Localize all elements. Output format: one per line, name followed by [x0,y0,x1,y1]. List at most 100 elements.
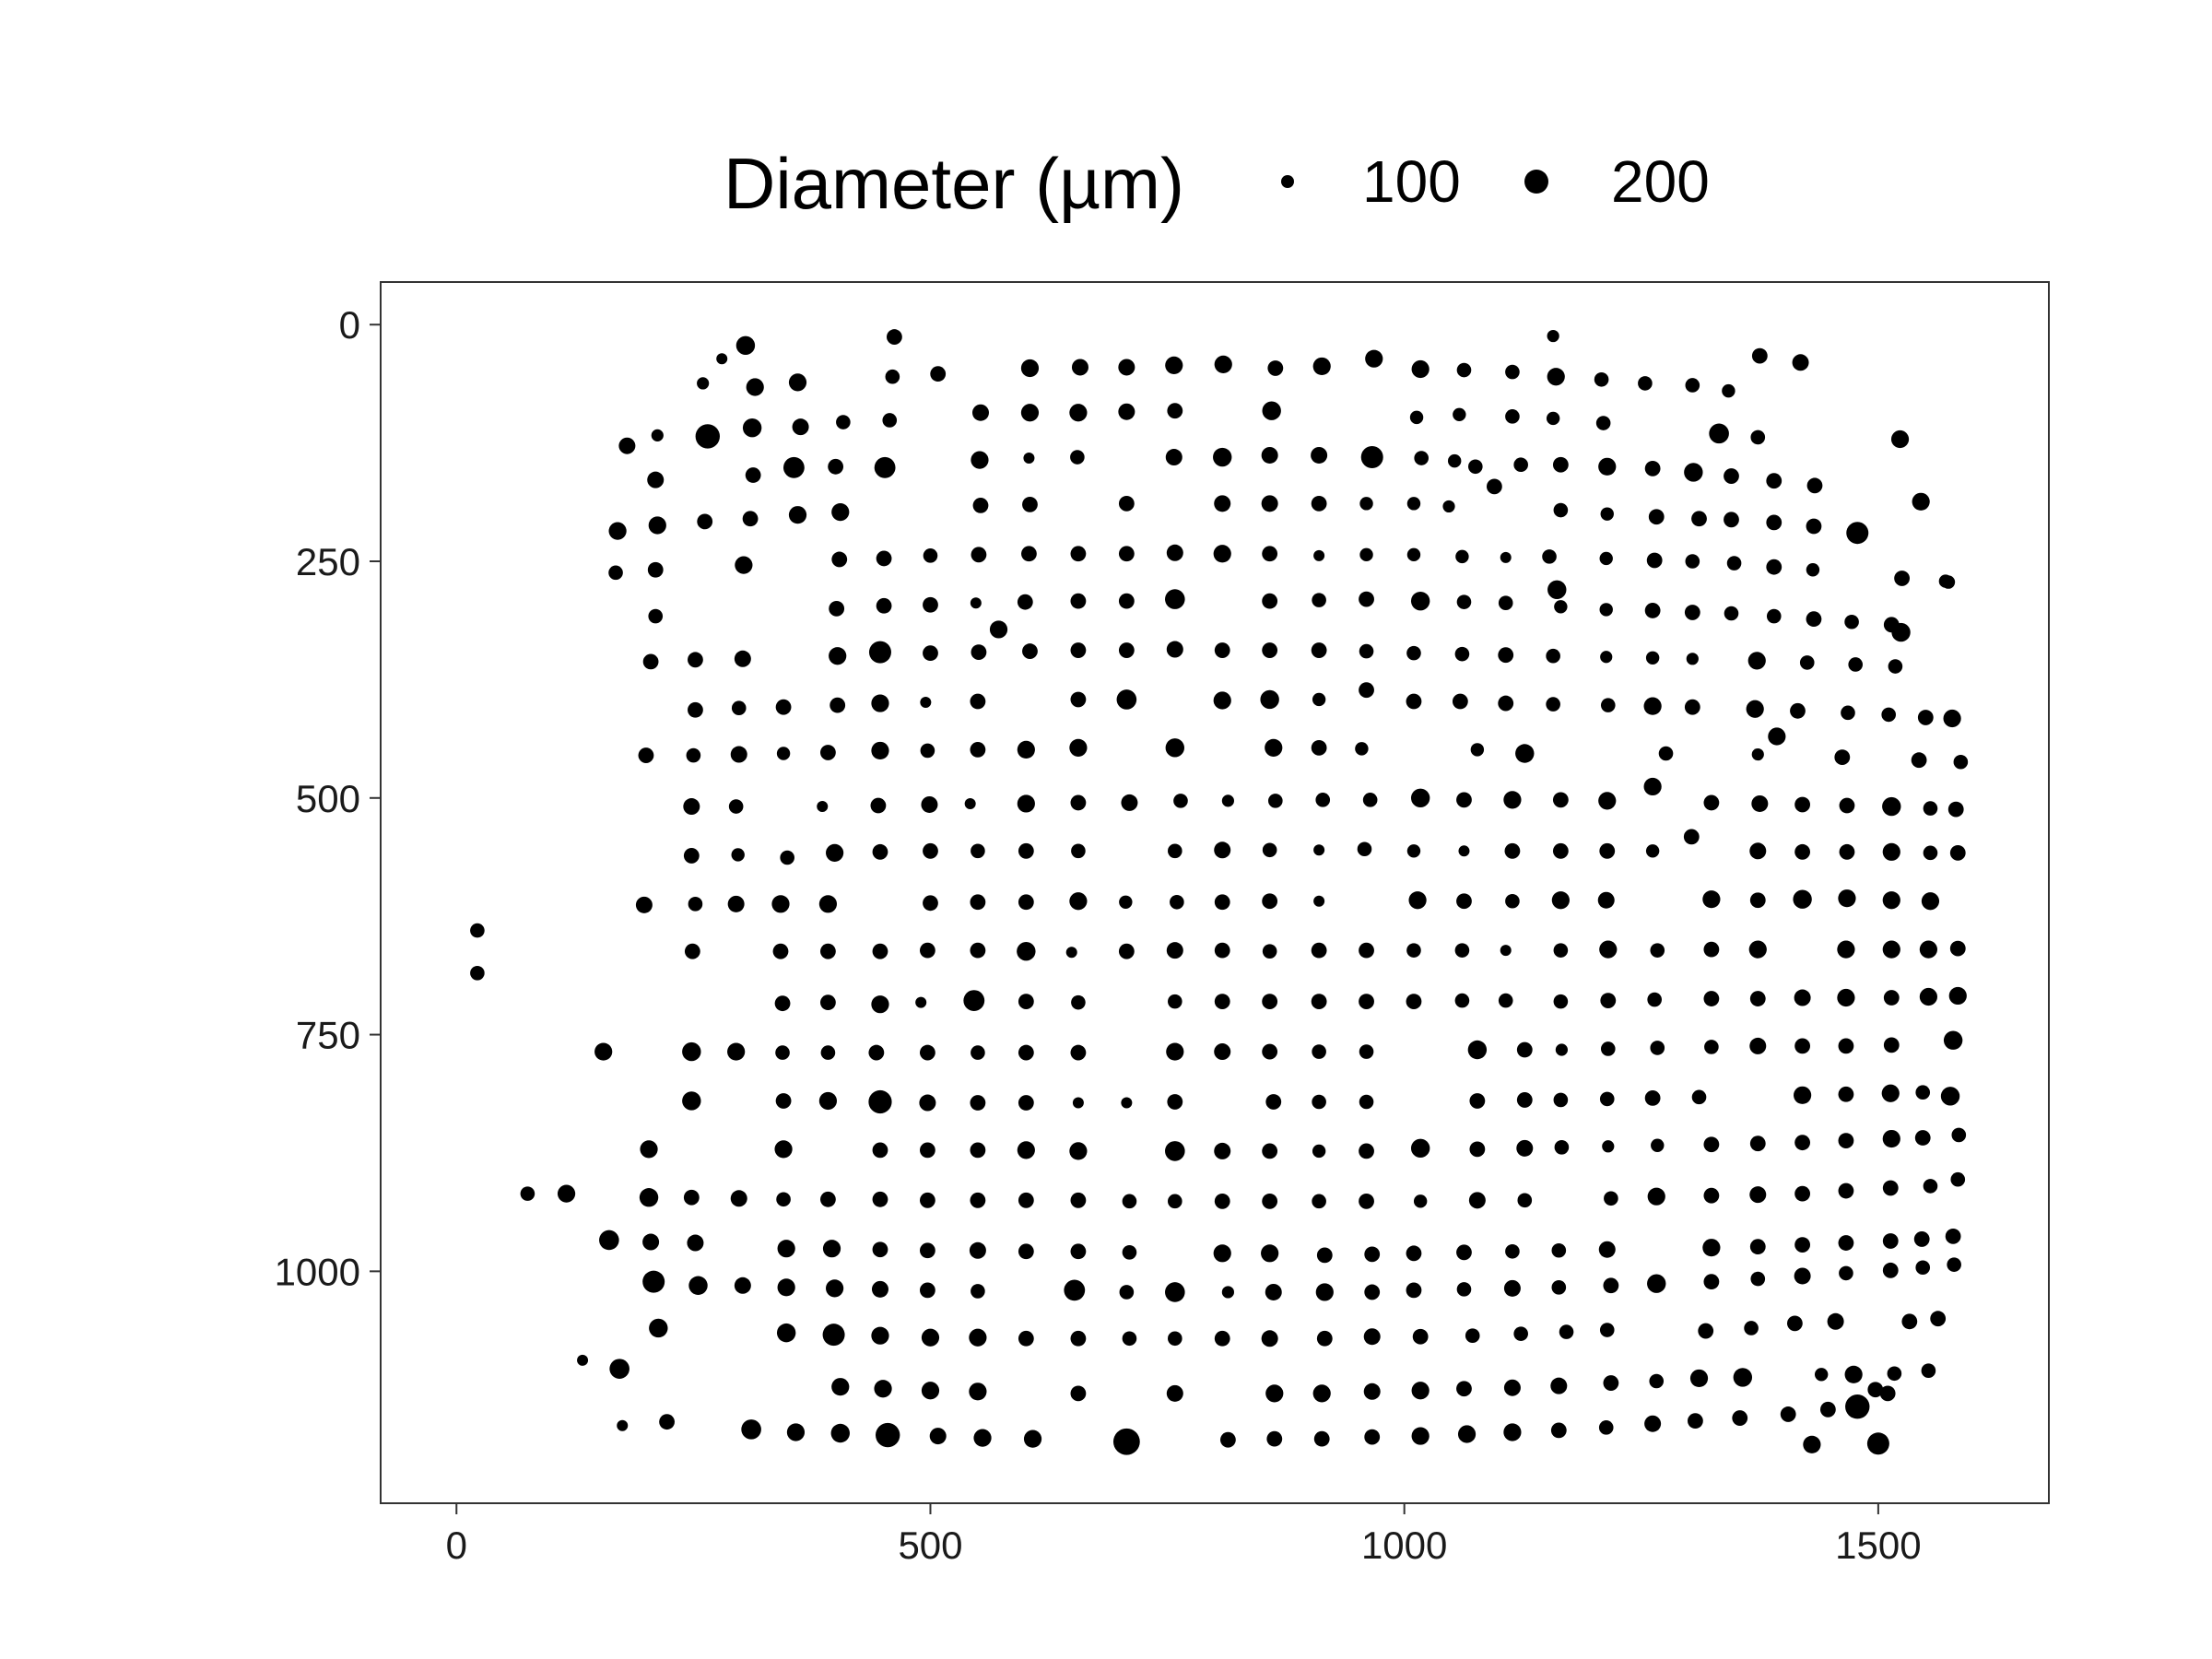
data-point [826,1279,844,1298]
data-point [1790,702,1806,719]
data-point [1363,1328,1381,1346]
data-point [1912,492,1930,511]
data-point [1265,1384,1284,1403]
data-point [617,1419,629,1431]
data-point [1806,477,1823,494]
data-point [820,1191,836,1207]
data-point [1219,1431,1236,1448]
data-point [1454,943,1470,958]
data-point [1703,1187,1720,1204]
data-point [1882,940,1900,959]
data-point [1923,801,1938,816]
data-point [608,565,623,581]
data-point [1069,892,1088,911]
data-point [872,1191,888,1207]
data-point [771,895,790,913]
data-point [1766,608,1782,624]
data-point [577,1354,589,1366]
data-point [1794,1135,1811,1151]
data-point [1746,700,1764,718]
data-point [1882,1180,1899,1196]
data-point [923,548,938,563]
data-point [1547,368,1565,386]
data-point [829,600,845,617]
data-point [688,701,703,718]
data-point [876,550,892,567]
data-point [1166,544,1183,561]
data-point [1838,889,1856,908]
data-point [1751,794,1769,812]
data-point [1442,500,1455,513]
x-tick-label: 1000 [1361,1524,1447,1567]
data-point [1882,1129,1900,1148]
data-point [1454,993,1470,1008]
data-point [1312,1044,1326,1059]
data-point [1168,1331,1182,1347]
data-point [1468,459,1483,475]
data-point [1359,682,1374,699]
data-point [1941,575,1956,589]
data-point [1017,794,1035,813]
data-point [1262,1043,1278,1060]
data-point [683,1189,700,1206]
data-point [1214,841,1231,859]
data-point [1312,1384,1331,1403]
data-point [1915,1260,1931,1276]
data-point [470,923,485,938]
data-point [1749,1239,1766,1255]
data-point [1071,359,1088,376]
data-point [1948,986,1967,1006]
data-point [1793,889,1812,909]
data-point [971,404,989,421]
data-point [1882,796,1901,817]
data-point [874,456,896,478]
data-point [1599,551,1613,566]
data-point [1406,844,1421,858]
data-point [1551,1280,1567,1295]
data-point [1118,943,1135,959]
data-point [1751,747,1764,761]
data-point [919,1192,935,1208]
data-point [1262,1143,1278,1159]
y-tick-label: 1000 [275,1250,360,1293]
data-points [470,329,1969,1455]
data-point [734,650,751,667]
data-point [1355,742,1369,756]
data-point [1883,990,1900,1006]
data-point [969,1328,987,1347]
data-point [1930,1311,1947,1327]
data-point [1262,994,1278,1010]
data-point [772,943,789,959]
data-point [871,694,889,712]
data-point [688,897,703,912]
data-point [868,1044,885,1061]
data-point [1359,547,1373,562]
data-point [647,471,665,488]
data-point [1168,843,1182,859]
data-point [1166,1384,1183,1402]
data-point [882,413,898,428]
data-point [1017,740,1035,759]
data-point [659,1414,675,1430]
data-point [1686,653,1699,665]
data-point [684,943,700,959]
data-point [1406,645,1421,661]
data-point [1456,893,1472,910]
data-point [971,1284,985,1299]
data-point [923,596,938,613]
data-point [1600,507,1614,521]
data-point [1883,1037,1900,1053]
data-point [1359,1094,1374,1110]
data-point [970,693,986,710]
data-point [1748,940,1767,959]
data-point [1412,1328,1429,1345]
data-point [1599,940,1618,959]
data-point [1070,1330,1087,1347]
legend-key-100 [1281,175,1294,188]
data-point [1121,794,1138,811]
data-point [1552,456,1569,473]
data-point [1118,359,1135,376]
data-point [1658,746,1674,761]
data-point [1685,378,1700,393]
data-point [1882,842,1900,861]
